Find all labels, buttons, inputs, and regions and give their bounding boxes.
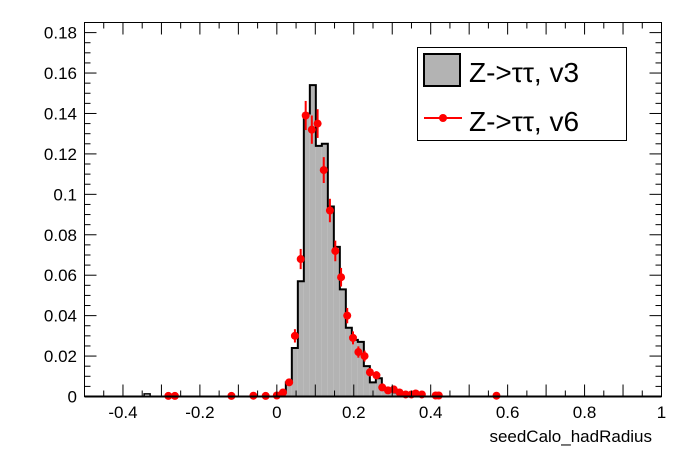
histogram-bar xyxy=(369,382,376,397)
y-tick-label: 0.14 xyxy=(44,104,77,123)
data-point xyxy=(331,246,340,255)
data-point xyxy=(348,333,357,342)
data-point xyxy=(337,273,346,282)
data-point xyxy=(296,255,305,264)
y-tick-label: 0.02 xyxy=(44,347,77,366)
data-point xyxy=(343,311,352,320)
y-tick-label: 0.08 xyxy=(44,226,77,245)
histogram-bar xyxy=(387,390,394,397)
y-tick-label: 0.16 xyxy=(44,64,77,83)
histogram-bar xyxy=(285,382,292,397)
histogram-bar xyxy=(345,327,352,397)
x-tick-label: -0.2 xyxy=(185,403,214,422)
y-tick-label: 0.18 xyxy=(44,24,77,43)
histogram-bar xyxy=(333,246,340,397)
histogram-bar xyxy=(143,393,151,397)
y-tick-label: 0.12 xyxy=(44,145,77,164)
data-point xyxy=(301,111,310,120)
data-point xyxy=(290,331,299,340)
histogram-bar xyxy=(321,143,328,397)
x-tick-label: 1 xyxy=(657,403,666,422)
data-point xyxy=(372,371,381,380)
histogram-bar xyxy=(303,113,310,397)
data-point xyxy=(434,391,443,400)
data-point xyxy=(395,388,404,397)
histogram-bar xyxy=(357,341,364,397)
data-point xyxy=(411,389,420,398)
x-axis-label: seedCalo_hadRadius xyxy=(489,427,652,446)
axes: -0.4 -0.2 0 0.2 0.4 0.6 0.8 1 0 0.02 0.04 0.06 0.08 0… xyxy=(44,22,666,422)
x-tick-label: 0 xyxy=(272,403,281,422)
legend: Z->ττ, v3 Z->ττ, v6 xyxy=(417,47,627,141)
histogram-bar xyxy=(309,85,316,397)
legend-swatch-v3 xyxy=(423,53,461,87)
data-point xyxy=(278,388,287,397)
y-tick-label: 0 xyxy=(68,388,77,407)
data-point xyxy=(365,368,374,377)
data-point xyxy=(319,166,328,175)
legend-label-v6: Z->ττ, v6 xyxy=(469,106,579,137)
data-point xyxy=(285,378,294,387)
data-point xyxy=(354,348,363,357)
y-tick-label: 0.04 xyxy=(44,307,77,326)
legend-label-v3: Z->ττ, v3 xyxy=(469,57,579,88)
x-tick-label: 0.2 xyxy=(342,403,366,422)
data-point xyxy=(325,206,334,215)
data-point xyxy=(313,119,322,128)
histogram-bar xyxy=(363,366,370,397)
x-tick-label: -0.4 xyxy=(108,403,137,422)
histogram-v3 xyxy=(143,84,419,397)
y-tick-label: 0.06 xyxy=(44,266,77,285)
histogram-bar xyxy=(339,289,346,397)
histogram-bar xyxy=(297,281,304,397)
x-tick-label: 0.6 xyxy=(496,403,520,422)
legend-marker-v6 xyxy=(439,114,447,122)
data-point xyxy=(307,125,316,134)
histogram-bar xyxy=(315,145,322,397)
y-tick-label: 0.1 xyxy=(53,185,77,204)
histogram-bar xyxy=(291,347,298,397)
histogram-bar xyxy=(351,339,358,397)
x-tick-label: 0.4 xyxy=(419,403,443,422)
data-point xyxy=(360,352,369,361)
histogram-bar xyxy=(327,206,334,397)
x-tick-label: 0.8 xyxy=(573,403,597,422)
